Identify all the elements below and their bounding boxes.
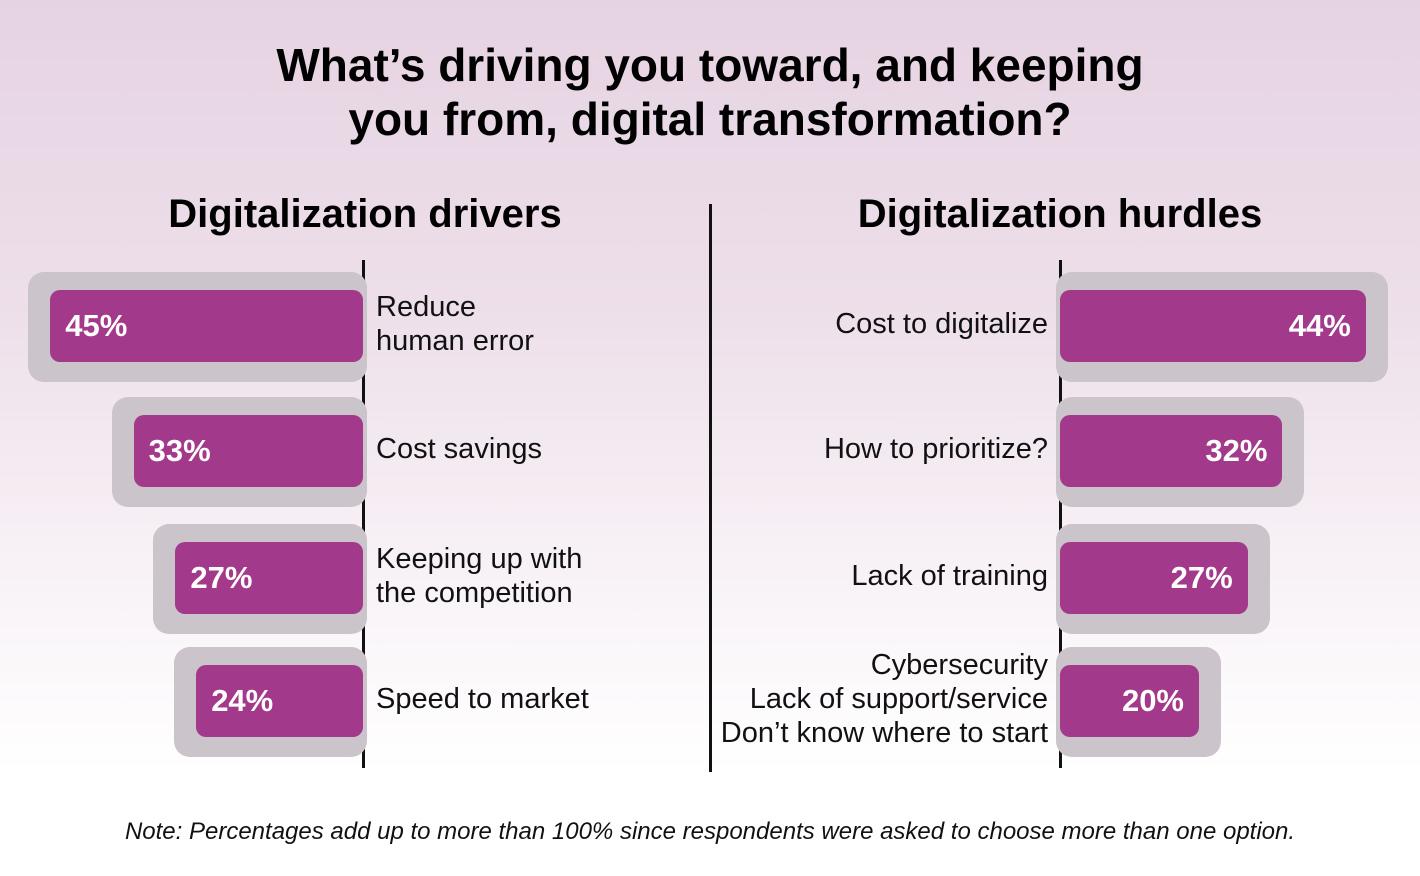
category-label: Cost to digitalize — [835, 308, 1048, 340]
category-label: How to prioritize? — [823, 433, 1048, 465]
value-label: 27% — [190, 560, 253, 595]
bar — [1060, 542, 1248, 614]
category-label: Keeping up with the competition — [376, 543, 583, 609]
value-label: 20% — [1121, 683, 1184, 718]
category-label: Cybersecurity Lack of support/service Do… — [720, 649, 1048, 749]
chart-heading: Digitalization hurdles — [857, 192, 1263, 236]
chart-heading: Digitalization drivers — [168, 192, 562, 236]
value-label: 32% — [1205, 433, 1268, 468]
value-label: 44% — [1288, 308, 1351, 343]
divider — [709, 204, 712, 772]
bar — [1060, 290, 1366, 362]
bar — [50, 290, 363, 362]
footnote: Note: Percentages add up to more than 10… — [124, 818, 1296, 845]
value-label: 45% — [65, 308, 128, 343]
category-label: Reduce human error — [376, 291, 534, 357]
value-label: 33% — [148, 433, 211, 468]
value-label: 24% — [211, 683, 274, 718]
baseline — [362, 260, 365, 768]
bar — [1060, 415, 1283, 487]
bar — [175, 542, 363, 614]
bar — [1060, 665, 1199, 737]
page-title: What’s driving you toward, and keeping y… — [276, 39, 1144, 145]
category-label: Lack of training — [851, 560, 1048, 592]
category-label: Speed to market — [376, 683, 589, 715]
bar — [196, 665, 363, 737]
bar — [133, 415, 363, 487]
category-label: Cost savings — [376, 433, 543, 465]
value-label: 27% — [1170, 560, 1233, 595]
baseline — [1059, 260, 1062, 768]
